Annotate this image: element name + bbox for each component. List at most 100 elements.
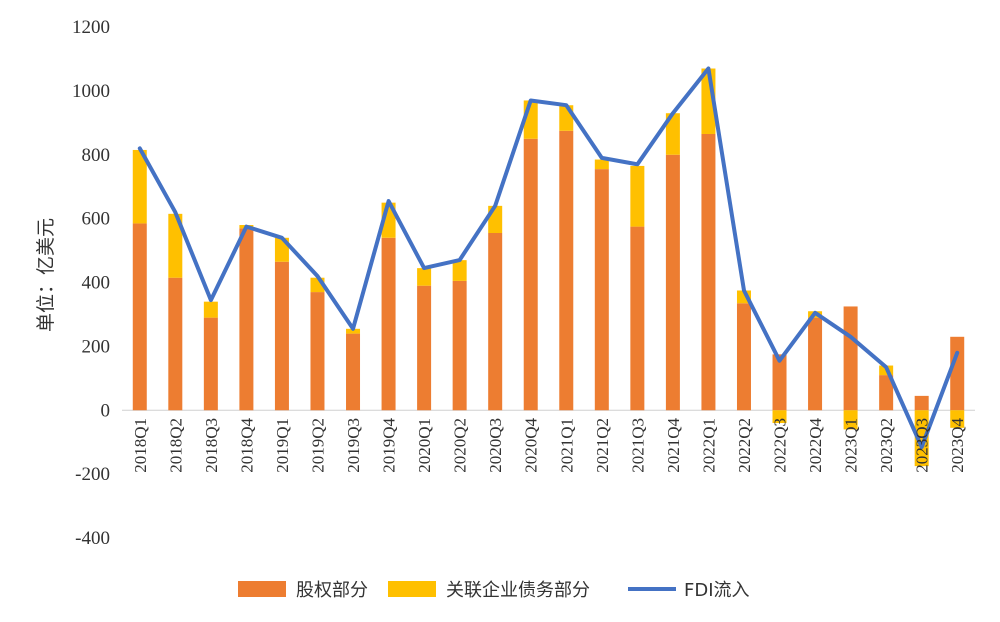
- fdi-point: [529, 98, 533, 102]
- fdi-point: [387, 199, 391, 203]
- fdi-point: [244, 225, 248, 229]
- legend-swatch-debt: [388, 581, 436, 597]
- bar-equity: [772, 354, 787, 411]
- bar-equity: [452, 280, 467, 411]
- bar-debt: [132, 149, 147, 224]
- bar-debt: [665, 113, 680, 155]
- bar-equity: [274, 261, 289, 411]
- x-tick-label: 2019Q1: [273, 418, 292, 473]
- y-axis-ticks: -400 -200 0 200 400 600 800 1000 1200: [72, 17, 110, 549]
- bar-debt: [950, 410, 965, 428]
- bar-debt: [203, 301, 218, 318]
- y-tick-label: 1000: [72, 81, 110, 102]
- fdi-point: [671, 111, 675, 115]
- bar-equity: [488, 232, 503, 411]
- x-tick-label: 2021Q2: [593, 418, 612, 473]
- bar-equity: [665, 154, 680, 411]
- x-tick-label: 2021Q3: [628, 418, 647, 473]
- bar-debt: [168, 213, 183, 278]
- bar-debt: [772, 410, 787, 424]
- fdi-point: [742, 288, 746, 292]
- x-tick-label: 2021Q1: [557, 418, 576, 473]
- bar-equity: [630, 226, 645, 411]
- fdi-point: [955, 351, 959, 355]
- bar-equity: [132, 223, 147, 411]
- x-tick-label: 2018Q1: [131, 418, 150, 473]
- x-tick-label: 2022Q3: [771, 418, 790, 473]
- x-tick-label: 2022Q4: [806, 418, 825, 473]
- bar-debt: [594, 159, 609, 170]
- legend-label-debt: 关联企业债务部分: [446, 580, 590, 601]
- x-tick-label: 2020Q4: [522, 418, 541, 473]
- bar-equity: [950, 336, 965, 411]
- x-tick-label: 2020Q2: [451, 418, 470, 473]
- bar-debt: [914, 410, 929, 467]
- bar-equity: [594, 169, 609, 411]
- bar-debt: [452, 260, 467, 281]
- fdi-point: [173, 210, 177, 214]
- bar-equity: [879, 375, 894, 411]
- bar-equity: [559, 130, 574, 411]
- legend-swatch-equity: [238, 581, 286, 597]
- fdi-point: [493, 204, 497, 208]
- fdi-line: [137, 66, 960, 449]
- fdi-point: [600, 156, 604, 160]
- fdi-point: [209, 298, 213, 302]
- bar-debt: [417, 268, 432, 286]
- bar-equity: [736, 303, 751, 411]
- x-tick-label: 2018Q2: [166, 418, 185, 473]
- x-tick-label: 2023Q1: [842, 418, 861, 473]
- bar-equity: [701, 133, 716, 411]
- y-tick-label: -400: [75, 528, 110, 549]
- fdi-point: [778, 359, 782, 363]
- bar-debt: [346, 328, 361, 334]
- x-tick-label: 2018Q3: [202, 418, 221, 473]
- fdi-point: [280, 236, 284, 240]
- y-tick-label: 400: [82, 273, 111, 294]
- y-tick-label: -200: [75, 464, 110, 485]
- bar-equity: [346, 333, 361, 411]
- legend-label-fdi: FDI流入: [684, 580, 750, 601]
- fdi-line-group: [137, 66, 960, 449]
- x-tick-label: 2022Q1: [699, 418, 718, 473]
- fdi-point: [315, 274, 319, 278]
- fdi-point: [422, 266, 426, 270]
- x-tick-label: 2023Q2: [877, 418, 896, 473]
- fdi-point: [813, 311, 817, 315]
- bar-equity: [523, 138, 538, 411]
- x-tick-label: 2019Q4: [380, 418, 399, 473]
- bar-equity: [239, 228, 254, 411]
- y-tick-label: 1200: [72, 17, 110, 38]
- bar-equity: [808, 317, 823, 411]
- y-tick-label: 200: [82, 336, 111, 357]
- fdi-point: [635, 162, 639, 166]
- bar-equity: [843, 306, 858, 411]
- bar-debt: [630, 165, 645, 227]
- fdi-point: [351, 327, 355, 331]
- bar-equity: [417, 285, 432, 411]
- x-tick-label: 2020Q1: [415, 418, 434, 473]
- legend: 股权部分 关联企业债务部分 FDI流入: [238, 580, 750, 601]
- fdi-point: [849, 335, 853, 339]
- bar-equity: [914, 395, 929, 411]
- fdi-point: [138, 146, 142, 150]
- x-tick-label: 2023Q3: [913, 418, 932, 473]
- x-tick-label: 2018Q4: [237, 418, 256, 473]
- bar-equity: [310, 292, 325, 411]
- bar-equity: [168, 277, 183, 411]
- fdi-point: [884, 365, 888, 369]
- x-tick-label: 2019Q3: [344, 418, 363, 473]
- x-tick-label: 2020Q3: [486, 418, 505, 473]
- x-tick-label: 2019Q2: [308, 418, 327, 473]
- y-axis-title: 单位：亿美元: [35, 218, 57, 332]
- y-tick-label: 800: [82, 145, 111, 166]
- x-tick-label: 2023Q4: [948, 418, 967, 473]
- x-tick-label: 2022Q2: [735, 418, 754, 473]
- bars-group: [132, 68, 965, 467]
- legend-label-equity: 股权部分: [296, 580, 368, 601]
- y-tick-label: 0: [101, 400, 111, 421]
- bar-equity: [381, 237, 396, 411]
- fdi-point: [706, 67, 710, 71]
- fdi-point: [564, 103, 568, 107]
